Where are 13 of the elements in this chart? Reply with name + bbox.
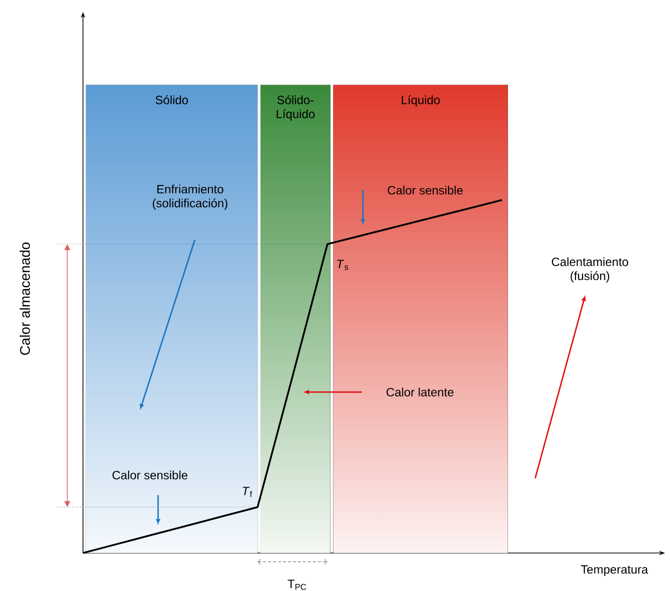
text: Sólido: [156, 95, 188, 104]
text: Líquido: [402, 95, 440, 107]
text: Temperatura: [580, 565, 648, 576]
annotation: T$_{s}$: [337, 260, 348, 270]
annotation: Calor sensible: [112, 470, 188, 480]
y-axis-title: Calor almacenado: [20, 242, 30, 355]
text: Calentamiento (fusión): [552, 257, 628, 282]
text: Calor sensible: [388, 186, 463, 195]
annotation: Enfriamiento (solidificación): [152, 184, 228, 210]
annotation: Calor latente: [386, 388, 454, 396]
text: Sólido-Líquido: [276, 95, 315, 121]
annotation: T$_{f}$: [242, 486, 252, 498]
text: T$_{PC}$: [288, 580, 306, 590]
